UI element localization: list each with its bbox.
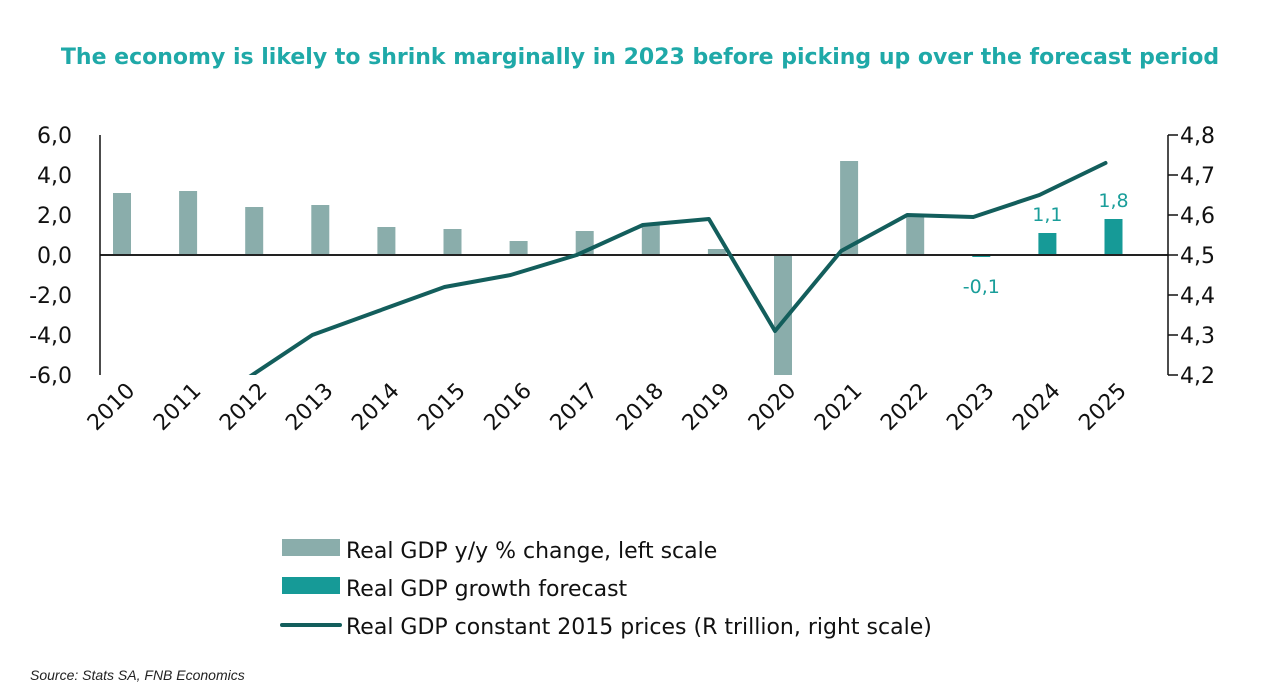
left-tick-label: 6,0 bbox=[37, 124, 72, 149]
left-tick-label: -2,0 bbox=[29, 284, 72, 309]
left-tick-label: 4,0 bbox=[37, 164, 72, 189]
x-tick-label: 2014 bbox=[347, 379, 404, 436]
x-tick-label: 2013 bbox=[281, 379, 338, 436]
legend-swatch-0 bbox=[282, 539, 340, 556]
x-tick-label: 2012 bbox=[215, 379, 272, 436]
legend-swatch-1 bbox=[282, 577, 340, 594]
right-tick-label: 4,3 bbox=[1180, 324, 1215, 349]
bar-2013 bbox=[311, 205, 330, 255]
bar-2019 bbox=[707, 249, 726, 255]
legend-label: Real GDP constant 2015 prices (R trillio… bbox=[346, 615, 932, 640]
x-tick-label: 2024 bbox=[1008, 379, 1065, 436]
x-tick-label: 2018 bbox=[612, 379, 669, 436]
source-note: Source: Stats SA, FNB Economics bbox=[30, 667, 245, 683]
bar-2011 bbox=[179, 191, 198, 255]
bar-2015 bbox=[443, 229, 462, 255]
x-tick-label: 2019 bbox=[678, 379, 735, 436]
chart-title: The economy is likely to shrink marginal… bbox=[61, 45, 1219, 70]
bar-2014 bbox=[377, 227, 396, 255]
right-tick-label: 4,6 bbox=[1180, 204, 1215, 229]
bar-2025 bbox=[1104, 219, 1123, 255]
legend-label: Real GDP growth forecast bbox=[346, 577, 628, 602]
bar-2010 bbox=[113, 193, 131, 255]
data-label-2024: 1,1 bbox=[1032, 204, 1062, 226]
bar-2022 bbox=[906, 217, 925, 255]
gdp-level-line bbox=[248, 161, 1108, 375]
bar-2020 bbox=[774, 255, 792, 375]
right-tick-label: 4,4 bbox=[1180, 284, 1215, 309]
right-tick-label: 4,8 bbox=[1180, 124, 1215, 149]
x-tick-label: 2023 bbox=[942, 379, 999, 436]
data-label-2023: -0,1 bbox=[963, 276, 1000, 298]
bar-2021 bbox=[840, 161, 859, 255]
legend: Real GDP y/y % change, left scale Real GD… bbox=[280, 539, 932, 640]
x-tick-label: 2025 bbox=[1074, 379, 1131, 436]
left-tick-label: 0,0 bbox=[37, 244, 72, 269]
bar-2016 bbox=[509, 241, 528, 255]
right-tick-label: 4,7 bbox=[1180, 164, 1215, 189]
x-tick-label: 2015 bbox=[413, 379, 470, 436]
x-tick-label: 2011 bbox=[149, 379, 206, 436]
x-tick-label: 2010 bbox=[83, 379, 140, 436]
left-tick-label: -6,0 bbox=[29, 364, 72, 389]
x-tick-label: 2020 bbox=[744, 379, 801, 436]
bar-2018 bbox=[641, 225, 660, 255]
x-tick-label: 2016 bbox=[480, 379, 537, 436]
bar-2012 bbox=[245, 207, 264, 255]
left-tick-label: 2,0 bbox=[37, 204, 72, 229]
x-tick-label: 2017 bbox=[546, 379, 603, 436]
x-tick-label: 2022 bbox=[876, 379, 933, 436]
left-tick-label: -4,0 bbox=[29, 324, 72, 349]
bar-2024 bbox=[1038, 233, 1057, 255]
data-label-2025: 1,8 bbox=[1098, 190, 1128, 212]
right-tick-label: 4,2 bbox=[1180, 364, 1215, 389]
x-tick-label: 2021 bbox=[810, 379, 867, 436]
right-tick-label: 4,5 bbox=[1180, 244, 1215, 269]
legend-label: Real GDP y/y % change, left scale bbox=[346, 539, 717, 564]
plot-area: -0,1 1,1 1,8 6,0 4,0 2,0 0,0 -2,0 -4,0 -6,0 4,8 4,7… bbox=[29, 124, 1215, 436]
